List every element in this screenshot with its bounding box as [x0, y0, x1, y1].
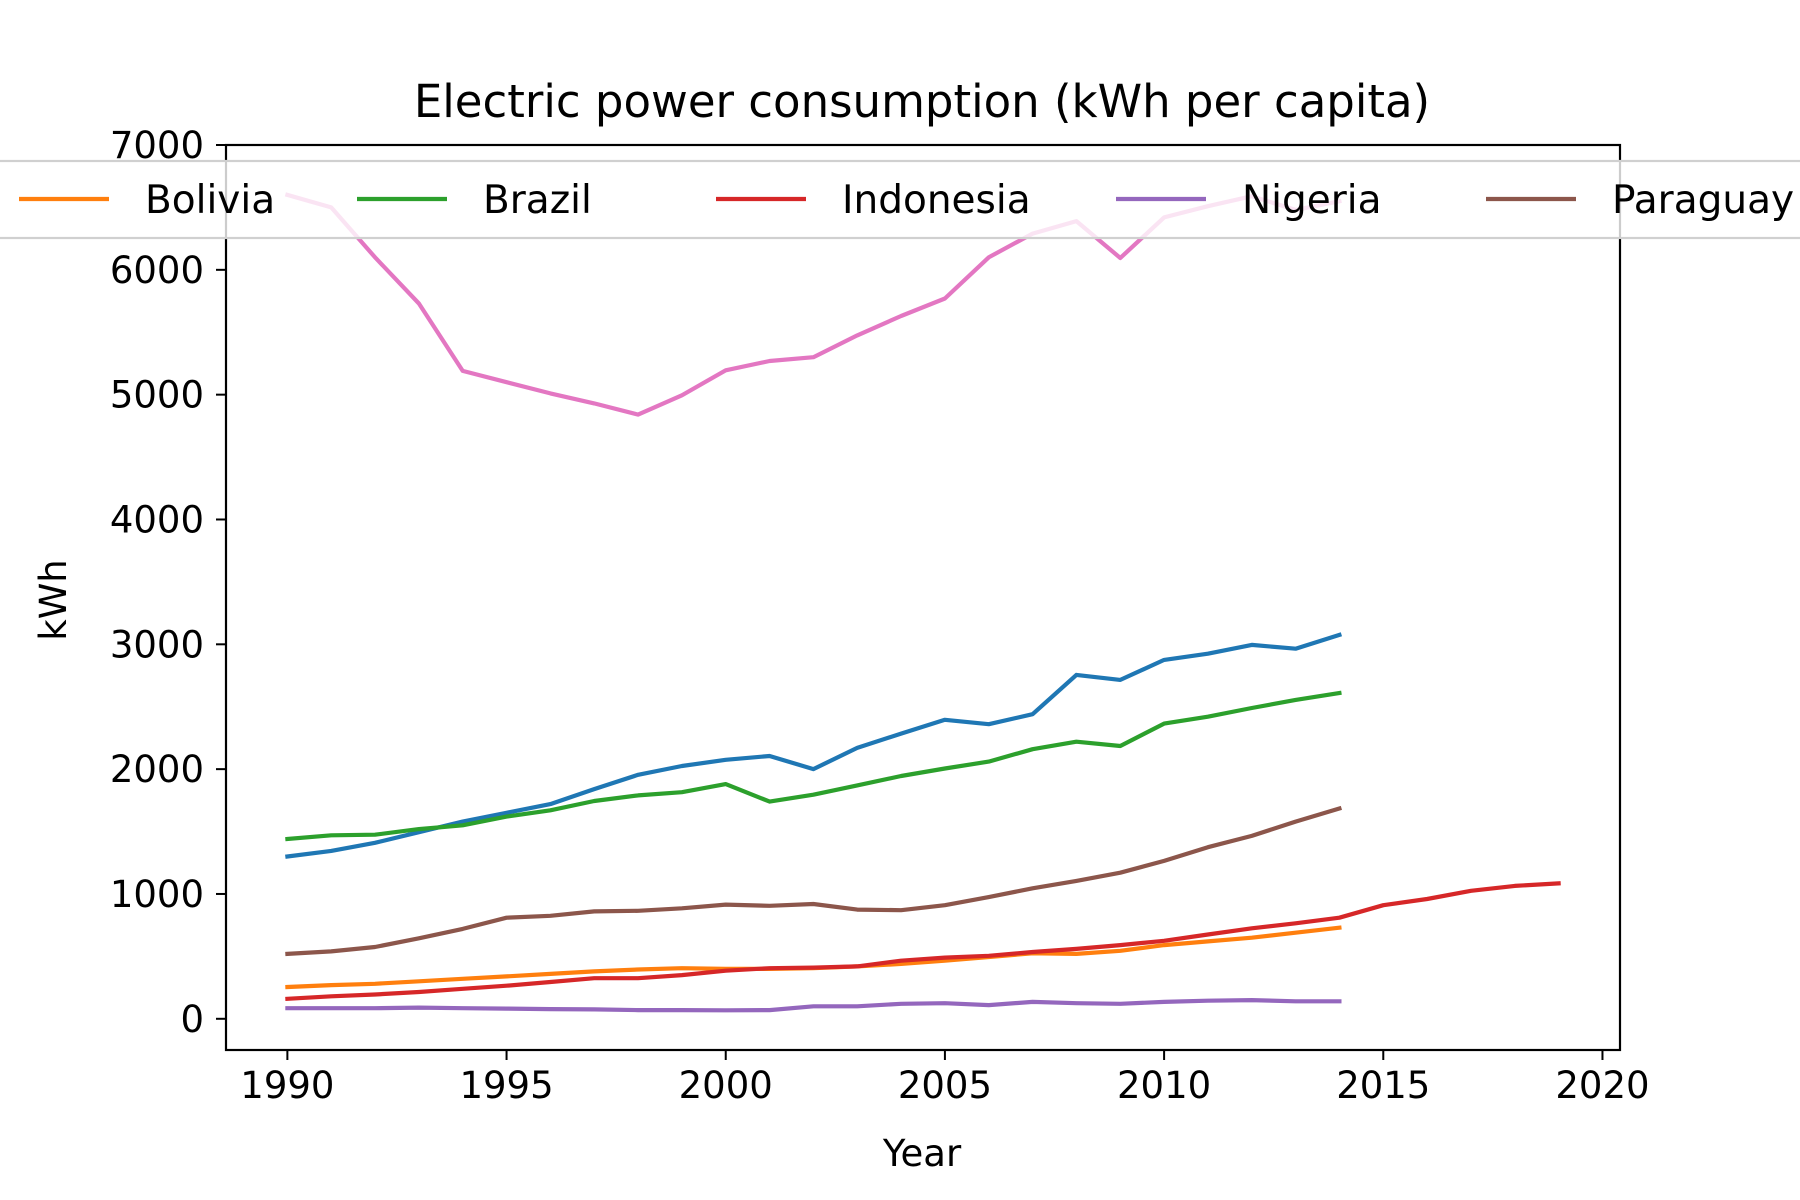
y-axis: 0 1000 2000 3000 4000 5000 6000 7000	[110, 124, 226, 1041]
y-tick-label: 3000	[110, 623, 204, 666]
x-tick-label: 2010	[1117, 1064, 1211, 1107]
series-line-paraguay	[285, 805, 1343, 957]
plot-frame	[224, 143, 1622, 1052]
y-tick-label: 6000	[110, 249, 204, 292]
legend-label-indonesia: Indonesia	[842, 178, 1031, 223]
chart-title: Electric power consumption (kWh per capi…	[414, 75, 1430, 128]
x-axis: 1990 1995 2000 2005 2010 2015 2020	[240, 1050, 1650, 1107]
x-tick-label: 2020	[1555, 1064, 1649, 1107]
series-line-brazil	[285, 690, 1342, 842]
x-tick-label: 1990	[240, 1064, 334, 1107]
y-tick-label: 1000	[110, 873, 204, 916]
legend-label-bolivia: Bolivia	[145, 178, 275, 223]
x-tick-label: 1995	[459, 1064, 553, 1107]
y-tick-label: 5000	[110, 374, 204, 417]
y-axis-title: kWh	[32, 559, 75, 640]
y-tick-label: 7000	[110, 124, 204, 167]
y-tick-label: 2000	[110, 748, 204, 791]
x-tick-label: 2015	[1336, 1064, 1430, 1107]
x-axis-title: Year	[882, 1132, 962, 1175]
series-line-nigeria	[285, 997, 1342, 1013]
y-tick-label: 4000	[110, 498, 204, 541]
y-tick-label: 0	[180, 998, 204, 1041]
x-tick-label: 2000	[679, 1064, 773, 1107]
x-tick-label: 2005	[898, 1064, 992, 1107]
legend: Bolivia Brazil Indonesia Nigeria Paraguay	[0, 159, 1800, 240]
legend-label-paraguay: Paraguay	[1612, 178, 1794, 223]
series-line-unlabeled-0	[285, 632, 1343, 859]
legend-label-nigeria: Nigeria	[1242, 178, 1382, 223]
legend-label-brazil: Brazil	[483, 178, 592, 223]
series-line-indonesia	[285, 881, 1561, 1002]
